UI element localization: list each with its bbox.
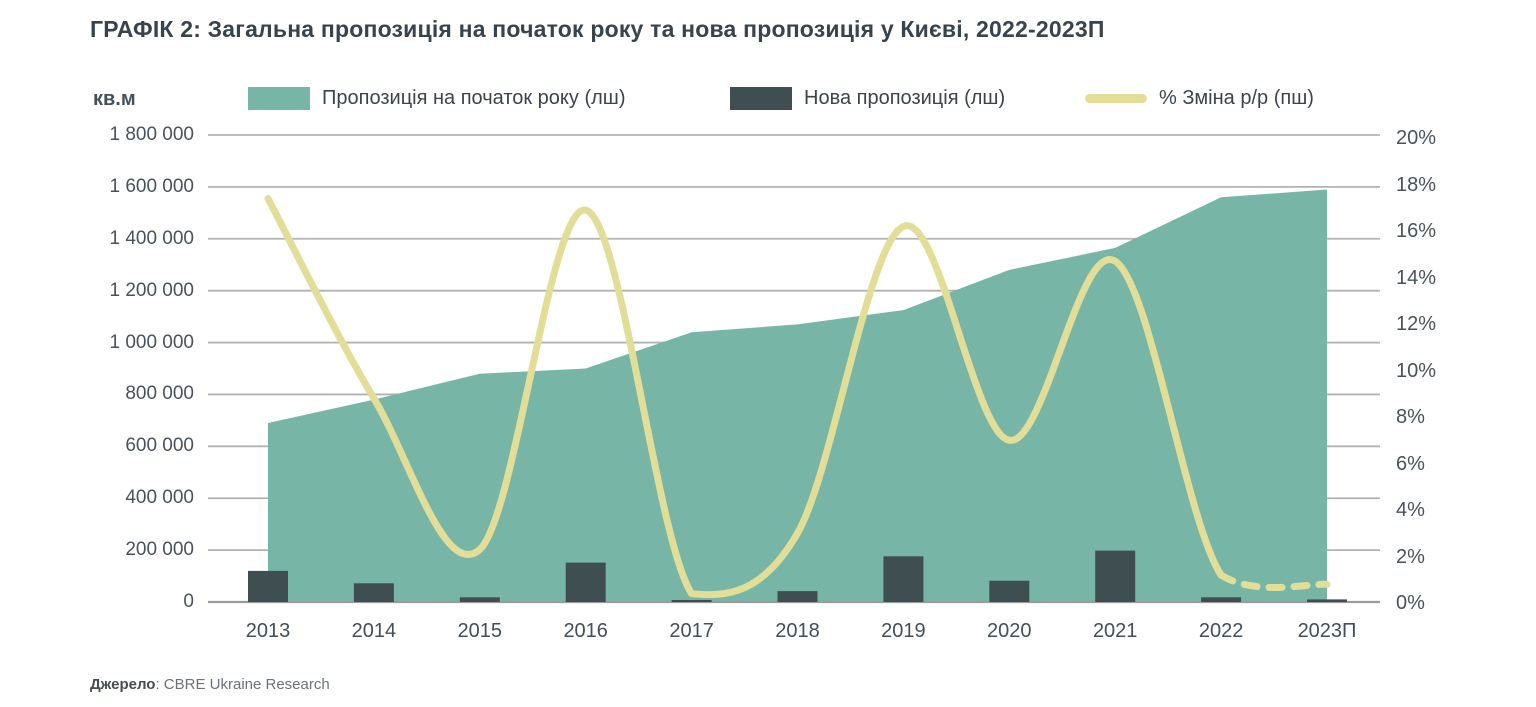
new-supply-bar-2014 (353, 583, 394, 602)
x-axis-tick-label: 2020 (987, 620, 1032, 642)
y-axis-left-tick-label: 1 000 000 (109, 331, 194, 353)
new-supply-bar-2020 (989, 580, 1030, 602)
legend-item-new-supply: Нова пропозиція (лш) (730, 85, 1005, 111)
new-supply-bar-2016 (565, 562, 606, 602)
new-supply-bar-2022 (1201, 597, 1242, 602)
new-supply-bar-2015 (459, 597, 500, 602)
pct-change-line-forecast (1217, 571, 1331, 591)
pct-change-legend-label: % Зміна р/р (пш) (1159, 86, 1314, 109)
y-axis-right-tick-label: 14% (1396, 266, 1437, 289)
y-axis-right-tick-label: 6% (1396, 452, 1425, 475)
y-axis-right-tick-label: 18% (1396, 173, 1437, 196)
y-axis-left-tick-label: 200 000 (125, 539, 194, 561)
x-axis-tick-label: 2019 (881, 620, 926, 642)
y-axis-left-tick-label: 0 (183, 591, 194, 612)
x-axis-tick-label: 2016 (563, 620, 608, 642)
x-axis-tick-label: 2021 (1092, 620, 1138, 642)
legend-item-pct-change: % Зміна р/р (пш) (1085, 85, 1314, 111)
new-supply-bar-2017 (671, 600, 712, 602)
pct-change-line (264, 195, 1225, 599)
new-supply-bar-2013 (248, 570, 288, 602)
chart-title: ГРАФІК 2: Загальна пропозиція на початок… (90, 16, 1105, 42)
y-axis-left-tick-label: 1 800 000 (109, 124, 194, 145)
new-supply-bar-swatch (730, 86, 792, 110)
y-axis-left-tick-label: 1 200 000 (109, 279, 194, 301)
y-axis-right-tick-label: 2% (1396, 545, 1425, 568)
x-axis-tick-label: 2013 (245, 620, 291, 642)
x-axis-tick-label: 2014 (351, 620, 397, 642)
supply-legend-label: Пропозиція на початок року (лш) (322, 86, 626, 109)
y-axis-left-tick-label: 800 000 (125, 383, 194, 405)
y-axis-right-tick-label: 10% (1396, 359, 1437, 382)
supply-area-swatch (248, 86, 310, 110)
source-text: : CBRE Ukraine Research (155, 676, 330, 693)
pct-change-line-swatch (1085, 93, 1147, 103)
y-axis-right-tick-label: 8% (1396, 406, 1425, 428)
new-supply-bar-2023П (1307, 599, 1347, 602)
new-supply-bar-2019 (883, 556, 924, 602)
x-axis-tick-label: 2018 (775, 620, 820, 642)
new-supply-legend-label: Нова пропозиція (лш) (804, 86, 1006, 109)
new-supply-bar-2018 (777, 591, 818, 602)
source-note: Джерело: CBRE Ukraine Research (90, 676, 330, 693)
x-axis-tick-label: 2017 (669, 620, 714, 642)
y-axis-left-tick-label: 1 400 000 (109, 227, 194, 249)
x-axis-tick-label: 2022 (1198, 620, 1244, 642)
new-supply-bar-2021 (1095, 550, 1136, 602)
x-axis-tick-label: 2015 (457, 620, 503, 642)
y-axis-left-tick-label: 400 000 (125, 487, 194, 509)
y-axis-left-tick-label: 600 000 (125, 435, 194, 457)
y-axis-right-tick-label: 0% (1396, 592, 1425, 614)
y-axis-right-tick-label: 20% (1396, 127, 1437, 149)
supply-area (268, 189, 1327, 602)
legend-item-supply: Пропозиція на початок року (лш) (248, 85, 626, 111)
y-axis-right-tick-label: 12% (1396, 313, 1437, 335)
left-axis-unit-label: кв.м (93, 88, 136, 110)
y-axis-right-tick-label: 16% (1396, 220, 1437, 242)
source-label: Джерело (90, 676, 156, 693)
y-axis-right-tick-label: 4% (1396, 499, 1425, 521)
y-axis-left-tick-label: 1 600 000 (109, 175, 194, 197)
x-axis-tick-label: 2023П (1297, 620, 1357, 642)
